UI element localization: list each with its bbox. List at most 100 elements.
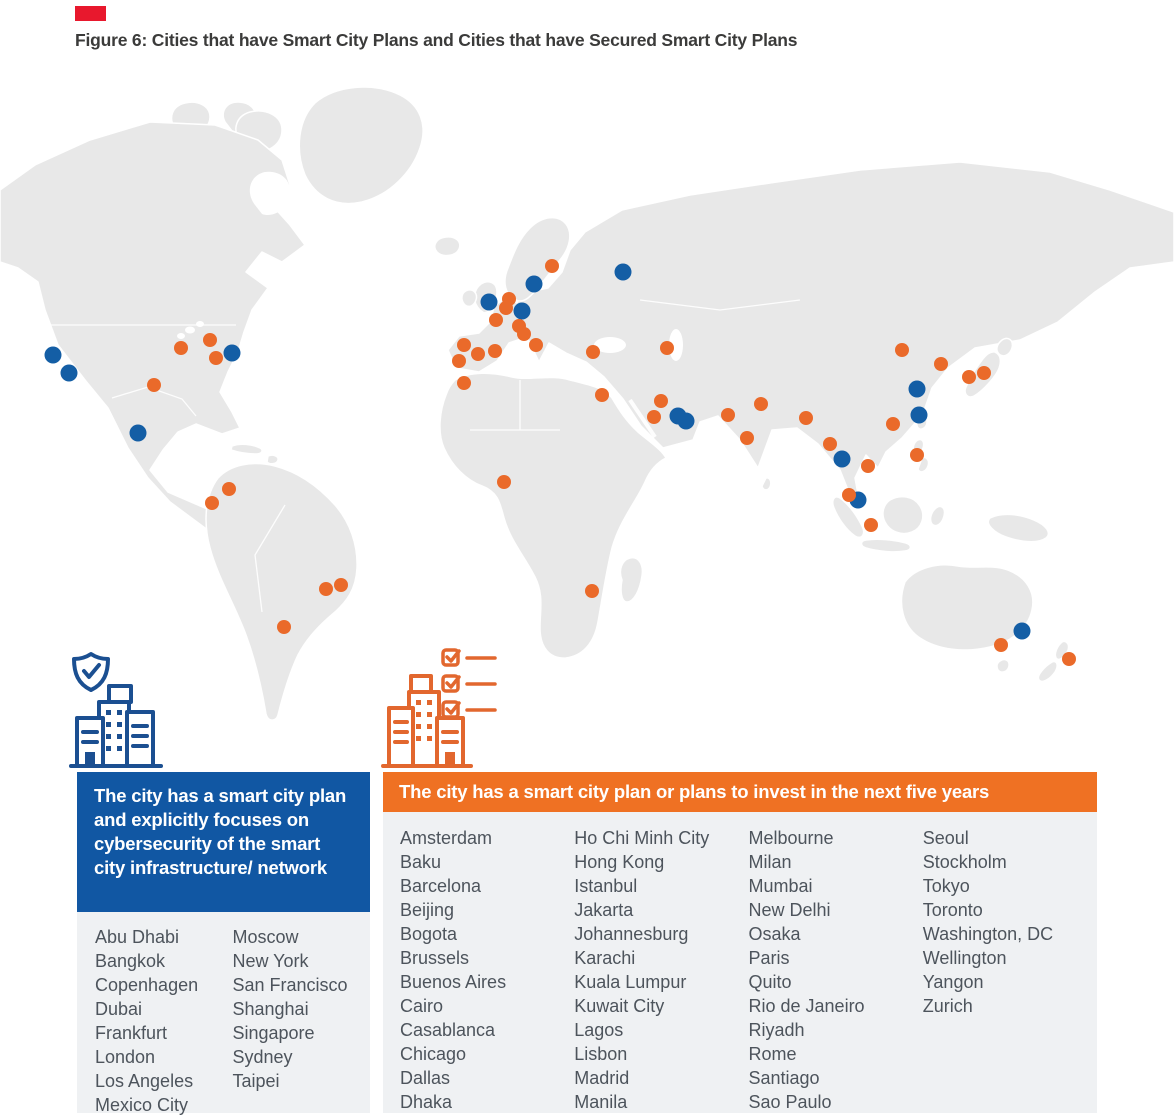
city-dot-stockholm: [545, 259, 559, 273]
city-dot-quito: [205, 496, 219, 510]
city-list-item: Casablanca: [400, 1020, 496, 1040]
city-list-item: Zurich: [922, 996, 973, 1016]
city-dot-new-york: [223, 344, 241, 362]
city-dot-casablanca: [457, 376, 471, 390]
city-list-item: Dubai: [95, 999, 143, 1019]
city-list-item: Baku: [400, 852, 442, 872]
city-list-item: Bogota: [400, 924, 458, 944]
city-dot-san-francisco: [44, 346, 62, 364]
city-dot-madrid: [471, 347, 485, 361]
city-dot-seoul: [934, 357, 948, 371]
city-list-item: Jakarta: [574, 900, 634, 920]
city-dot-toronto: [203, 333, 217, 347]
city-list-item: Seoul: [922, 828, 969, 848]
city-dot-kuwait-city: [654, 394, 668, 408]
city-dot-rome: [529, 338, 543, 352]
city-dot-melbourne: [994, 638, 1008, 652]
city-list-item: Cairo: [400, 996, 444, 1016]
city-list-item: Istanbul: [574, 876, 638, 896]
city-list-item: Wellington: [922, 948, 1007, 968]
city-list-item: Mexico City: [95, 1095, 189, 1115]
city-dot-hong-kong: [886, 417, 900, 431]
planned-city-list: Amsterdam Baku Barcelona Beijing Bogota Bruss…: [383, 812, 1097, 1113]
city-list-item: Quito: [748, 972, 792, 992]
city-list-column: Moscow New York San Francisco Shanghai Singa…: [233, 925, 371, 1113]
city-list-item: Rio de Janeiro: [748, 996, 865, 1016]
city-dot-istanbul: [586, 345, 600, 359]
city-dot-ho-chi-minh-city: [861, 459, 875, 473]
city-dot-barcelona: [488, 344, 502, 358]
city-list-item: Barcelona: [400, 876, 482, 896]
city-dot-dallas: [147, 378, 161, 392]
city-list-item: Paris: [748, 948, 790, 968]
map-country-borders: [40, 299, 801, 613]
city-list-item: Moscow: [232, 927, 299, 947]
city-list-item: Santiago: [748, 1068, 820, 1088]
city-dot-unlabeled: [457, 338, 471, 352]
city-dot-buenos-aires: [277, 620, 291, 634]
city-list-item: Bangkok: [95, 951, 166, 971]
city-list-item: Washington, DC: [922, 924, 1054, 944]
city-dot-new-delhi: [754, 397, 768, 411]
city-dot-mexico-city: [129, 424, 147, 442]
city-list-item: Dhaka: [400, 1092, 453, 1112]
city-list-item: Buenos Aires: [400, 972, 507, 992]
city-dot-london: [480, 293, 498, 311]
planned-legend-heading: The city has a smart city plan or plans …: [383, 772, 1097, 812]
city-list-item: Sao Paulo: [748, 1092, 832, 1112]
city-list-item: Brussels: [400, 948, 470, 968]
city-list-column: Ho Chi Minh City Hong Kong Istanbul Jakarta…: [574, 826, 748, 1113]
city-dot-rio-de-janeiro: [334, 578, 348, 592]
city-list-item: Abu Dhabi: [95, 927, 180, 947]
city-dots-layer: [44, 259, 1076, 666]
city-list-item: Hong Kong: [574, 852, 665, 872]
city-list-item: Shanghai: [232, 999, 309, 1019]
city-list-item: Lisbon: [574, 1044, 628, 1064]
city-dot-sydney: [1013, 622, 1031, 640]
city-list-item: Stockholm: [922, 852, 1007, 872]
city-list-item: Beijing: [400, 900, 455, 920]
city-dot-lagos: [497, 475, 511, 489]
city-list-item: London: [95, 1047, 156, 1067]
city-dot-frankfurt: [513, 302, 531, 320]
city-list-item: Mumbai: [748, 876, 813, 896]
city-list-item: Johannesburg: [574, 924, 689, 944]
city-list-item: Los Angeles: [95, 1071, 194, 1091]
city-list-item: New Delhi: [748, 900, 831, 920]
city-list-column: Amsterdam Baku Barcelona Beijing Bogota Bruss…: [400, 826, 574, 1113]
city-dot-moscow: [614, 263, 632, 281]
city-list-item: Amsterdam: [400, 828, 493, 848]
city-dot-manila: [910, 448, 924, 462]
city-list-item: Tokyo: [922, 876, 970, 896]
city-list-item: San Francisco: [232, 975, 348, 995]
secured-city-list: Abu Dhabi Bangkok Copenhagen Dubai Frankfurt…: [77, 912, 371, 1115]
city-list-item: Yangon: [922, 972, 984, 992]
city-dot-washington-dc: [209, 351, 223, 365]
city-dot-los-angeles: [60, 364, 78, 382]
city-dot-beijing: [895, 343, 909, 357]
secured-legend-heading: The city has a smart city plan and expli…: [77, 772, 370, 912]
city-dot-bogota: [222, 482, 236, 496]
figure-title: Figure 6: Cities that have Smart City Pl…: [75, 30, 798, 50]
city-dot-kuala-lumpur: [842, 488, 856, 502]
city-list-item: Copenhagen: [95, 975, 199, 995]
city-list-column: Melbourne Milan Mumbai New Delhi Osaka Paris Q…: [749, 826, 923, 1113]
city-dot-abu-dhabi: [677, 412, 695, 430]
city-list-item: Toronto: [922, 900, 983, 920]
city-dot-paris: [489, 313, 503, 327]
city-list-item: Osaka: [748, 924, 801, 944]
city-dot-yangon: [823, 437, 837, 451]
city-list-item: Frankfurt: [95, 1023, 168, 1043]
city-list-item: Taipei: [232, 1071, 280, 1091]
city-dot-osaka: [962, 370, 976, 384]
city-dot-chicago: [174, 341, 188, 355]
city-dot-taipei: [910, 406, 928, 424]
city-list-item: Kuala Lumpur: [574, 972, 687, 992]
city-list-item: Lagos: [574, 1020, 624, 1040]
city-list-item: Riyadh: [748, 1020, 805, 1040]
city-dot-tokyo: [977, 366, 991, 380]
city-dot-jakarta: [864, 518, 878, 532]
city-dot-johannesburg: [585, 584, 599, 598]
city-list-column: Abu Dhabi Bangkok Copenhagen Dubai Frankfurt…: [95, 925, 233, 1115]
